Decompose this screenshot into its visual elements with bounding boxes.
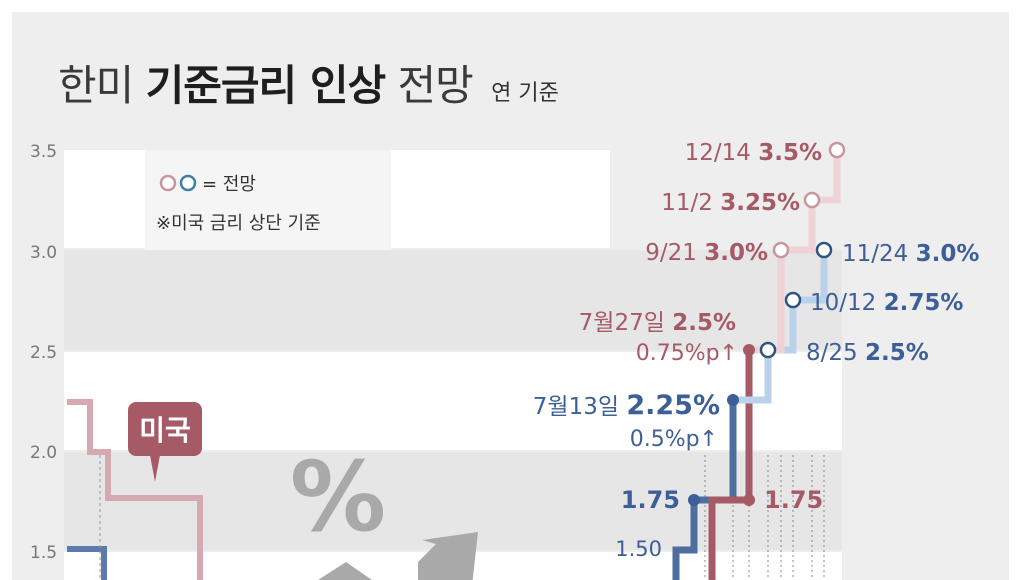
step-lines: [672, 148, 841, 580]
us-badge: 미국: [128, 402, 202, 482]
us-marker-9/21: [772, 241, 790, 259]
legend-text: = 전망: [202, 174, 256, 195]
kr-before-label: 1.75: [621, 486, 680, 514]
us-marker-12/14: [828, 141, 846, 159]
legend-bg: [145, 150, 391, 250]
y-tick-3-5: 3.5: [30, 142, 57, 162]
point-labels: 12/14 3.5% 11/2 3.25% 9/21 3.0% 7월27일 2.…: [533, 140, 980, 561]
us-marker-1-75: [743, 494, 755, 506]
us-actual-step: [708, 350, 753, 580]
kr-marker-7월13일: [727, 394, 739, 406]
band-mid: [64, 250, 842, 350]
kr-history-line: [67, 546, 107, 580]
legend: = 전망 ※미국 금리 상단 기준: [156, 174, 321, 234]
title-part-1: 한미: [58, 61, 134, 110]
chart-title: 한미 기준금리 인상 전망 연 기준: [58, 52, 559, 113]
markers: [688, 141, 846, 506]
us-badge-pointer: [150, 455, 160, 482]
title-part-2: 전망: [397, 61, 473, 110]
up-arrow-icon: [418, 532, 478, 580]
unit-label: 연 기준: [491, 81, 559, 106]
y-tick-1-5: 1.5: [30, 543, 57, 563]
kr-label-11-24: 11/24 3.0%: [842, 241, 979, 267]
percent-symbol: %: [290, 441, 386, 553]
history-lines: [67, 399, 203, 580]
us-marker-11/2: [803, 191, 821, 209]
kr-marker-1-75: [688, 494, 700, 506]
us-history-line: [67, 399, 203, 580]
kr-prior-label: 1.50: [615, 537, 662, 561]
us-before-label: 1.75: [764, 486, 823, 514]
kr-actual-step: [672, 400, 737, 580]
kr-label-8-25: 8/25 2.5%: [806, 340, 929, 366]
kr-marker-10/12: [784, 291, 802, 309]
kr-forecast-step: [733, 250, 828, 404]
legend-us-circle: [159, 174, 177, 192]
legend-kr-circle: [179, 174, 197, 192]
percent-base-shape: [318, 562, 372, 580]
us-label-12-14: 12/14 3.5%: [685, 140, 822, 166]
y-axis: 3.5 3.0 2.5 2.0 1.5: [30, 142, 57, 563]
kr-label-7-13: 7월13일 2.25%: [533, 390, 720, 421]
us-label-11-2: 11/2 3.25%: [661, 190, 800, 216]
title-bold: 기준금리 인상: [145, 61, 386, 110]
us-badge-box: [128, 402, 202, 456]
legend-note: ※미국 금리 상단 기준: [156, 213, 321, 234]
kr-hike-label: 0.5%p↑: [630, 427, 718, 452]
kr-marker-11/24: [815, 241, 833, 259]
percent-icon: %: [290, 441, 478, 580]
y-tick-2-0: 2.0: [30, 443, 57, 463]
us-label-7-27: 7월27일 2.5%: [579, 310, 736, 336]
kr-label-10-12: 10/12 2.75%: [810, 290, 963, 316]
y-tick-2-5: 2.5: [30, 343, 57, 363]
us-label-9-21: 9/21 3.0%: [645, 240, 768, 266]
us-forecast-step: [749, 148, 841, 354]
us-badge-label: 미국: [139, 414, 191, 447]
us-hike-label: 0.75%p↑: [636, 341, 738, 366]
kr-marker-8/25: [759, 341, 777, 359]
us-marker-7월27일: [743, 344, 755, 356]
y-tick-3-0: 3.0: [30, 243, 57, 263]
